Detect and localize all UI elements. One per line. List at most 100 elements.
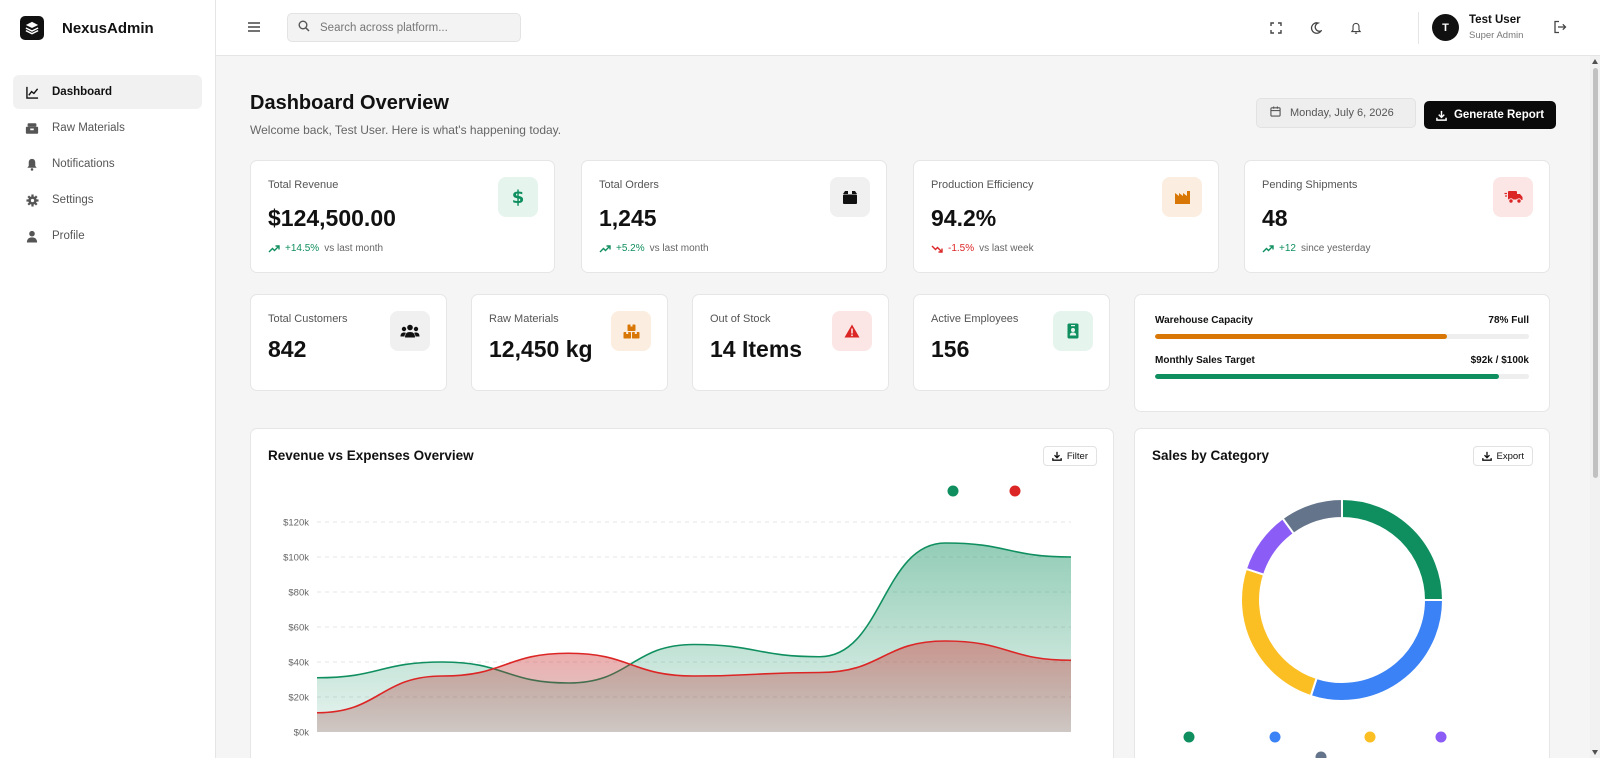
sales-target-progress: Monthly Sales Target $92k / $100k [1155, 355, 1529, 379]
legend-marker[interactable] [1364, 731, 1376, 743]
progress-fill [1155, 374, 1500, 379]
moon-icon[interactable] [1308, 20, 1324, 36]
sidebar-item-label: Dashboard [52, 86, 113, 98]
avatar[interactable]: T [1432, 14, 1459, 41]
progress-value: $92k / $100k [1470, 355, 1529, 366]
stat-label: Out of Stock [710, 313, 771, 325]
brand[interactable]: NexusAdmin [0, 0, 215, 56]
scroll-up-arrow[interactable] [1592, 59, 1598, 64]
logout-icon[interactable] [1552, 19, 1568, 35]
progress-fill [1155, 334, 1447, 339]
donut-slice[interactable] [1341, 497, 1445, 601]
filter-label: Filter [1066, 450, 1088, 462]
stat-value: 1,245 [599, 205, 657, 231]
scrollbar-thumb[interactable] [1593, 68, 1598, 478]
stat-value: 12,450 kg [489, 336, 593, 362]
series-line [316, 542, 1072, 684]
sidebar-item-notifications[interactable]: Notifications [13, 147, 202, 181]
stat-change: +12 [1279, 243, 1296, 254]
bell-icon[interactable] [1348, 20, 1364, 36]
scrollbar[interactable] [1590, 56, 1600, 758]
scroll-down-arrow[interactable] [1592, 750, 1598, 755]
stat-value: 842 [268, 336, 307, 362]
legend-marker[interactable] [1315, 751, 1327, 758]
sidebar-item-label: Profile [52, 230, 85, 242]
sidebar-item-dashboard[interactable]: Dashboard [13, 75, 202, 109]
stat-label: Pending Shipments [1262, 179, 1358, 191]
chart-title: Revenue vs Expenses Overview [268, 448, 474, 463]
sidebar-item-raw-materials[interactable]: Raw Materials [13, 111, 202, 145]
donut-slice[interactable] [1309, 599, 1445, 702]
fullscreen-icon[interactable] [1268, 20, 1284, 36]
search-input[interactable] [320, 21, 510, 34]
main-content: Dashboard Overview Welcome back, Test Us… [216, 56, 1600, 758]
boxes-icon [611, 311, 651, 351]
stat-change: -1.5% [948, 243, 975, 254]
stat-value: 94.2% [931, 205, 997, 231]
donut-slice[interactable] [1281, 497, 1343, 536]
user-icon [25, 229, 39, 243]
generate-report-label: Generate Report [1453, 109, 1545, 121]
filter-button[interactable]: Filter [1042, 446, 1097, 466]
box-icon [830, 177, 870, 217]
warehouse-capacity-progress: Warehouse Capacity 78% Full [1155, 315, 1529, 339]
gear-icon [25, 193, 39, 207]
y-tick-label: $20k [288, 693, 309, 704]
stat-trend: +14.5% vs last month [268, 243, 383, 254]
legend-marker[interactable] [1435, 731, 1447, 743]
stat-value: 48 [1262, 205, 1288, 231]
stat-card-production-efficiency: Production Efficiency 94.2% -1.5% vs las… [913, 160, 1219, 273]
donut-slice[interactable] [1240, 567, 1318, 698]
sidebar-item-settings[interactable]: Settings [13, 183, 202, 217]
stat-period: since yesterday [1300, 243, 1371, 254]
series-area [317, 641, 1071, 732]
export-label: Export [1496, 450, 1524, 462]
revenue-expenses-chart: $0k $20k $40k $60k $80k $100k $120k [283, 485, 1072, 739]
chart-title: Sales by Category [1152, 448, 1270, 463]
stat-card-total-orders: Total Orders 1,245 +5.2% vs last month [581, 160, 887, 273]
generate-report-button[interactable]: Generate Report [1424, 101, 1556, 129]
stat-period: vs last week [979, 243, 1034, 254]
topbar: T Test User Super Admin [216, 0, 1600, 56]
series-line [316, 640, 1072, 714]
stat-card-pending-shipments: Pending Shipments 48 +12 since yesterday [1244, 160, 1550, 273]
progress-track [1155, 374, 1529, 379]
legend-marker[interactable] [1183, 731, 1195, 743]
stat-period: vs last month [649, 243, 709, 254]
legend-marker[interactable] [1009, 485, 1021, 497]
page-title: Dashboard Overview [250, 92, 449, 114]
user-name: Test User [1469, 14, 1521, 26]
donut-slice[interactable] [1244, 516, 1296, 576]
sales-category-donut [1183, 497, 1447, 758]
trend-down-icon [931, 245, 943, 253]
stat-trend: +12 since yesterday [1262, 243, 1370, 254]
sales-category-card: Sales by Category Export [1134, 428, 1550, 758]
page-subtitle: Welcome back, Test User. Here is what's … [250, 123, 562, 137]
legend-marker[interactable] [1269, 731, 1281, 743]
boxes-icon [25, 121, 39, 135]
stat-label: Total Customers [268, 313, 348, 325]
date-label: Monday, July 6, 2026 [1290, 107, 1394, 119]
stat-change: +5.2% [616, 243, 645, 254]
hamburger-menu-icon[interactable] [247, 20, 263, 36]
progress-label: Warehouse Capacity [1155, 315, 1253, 326]
download-icon [1436, 110, 1447, 121]
mini-card-total-customers: Total Customers 842 [250, 294, 447, 391]
search-bar [287, 13, 521, 42]
stat-label: Raw Materials [489, 313, 559, 325]
y-tick-label: $40k [288, 658, 309, 669]
stat-period: vs last month [324, 243, 384, 254]
stat-value: $124,500.00 [268, 205, 396, 231]
y-tick-label: $120k [283, 518, 309, 529]
sidebar-item-profile[interactable]: Profile [13, 219, 202, 253]
y-tick-label: $0k [294, 728, 310, 739]
stat-label: Total Revenue [268, 179, 339, 191]
topbar-divider [1418, 12, 1419, 44]
factory-icon [1162, 177, 1202, 217]
legend-marker[interactable] [947, 485, 959, 497]
sidebar-item-label: Notifications [52, 158, 115, 170]
layers-icon [20, 16, 44, 40]
calendar-icon [1270, 106, 1281, 120]
export-button[interactable]: Export [1472, 446, 1533, 466]
date-picker[interactable]: Monday, July 6, 2026 [1256, 98, 1416, 128]
